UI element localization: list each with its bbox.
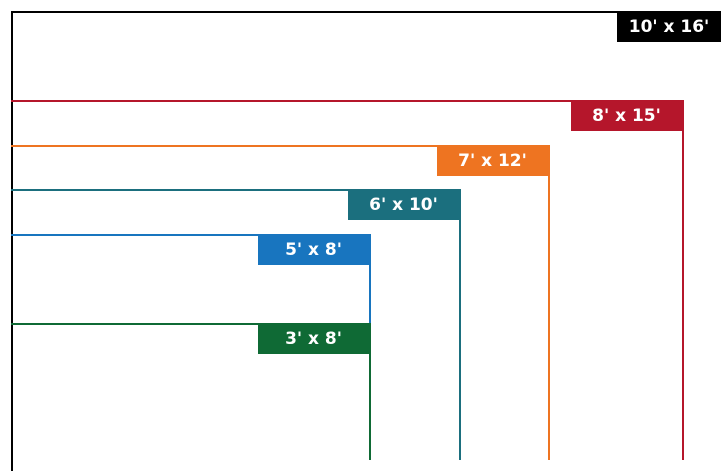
unit-label-6x10: 6' x 10' [348, 191, 459, 220]
unit-outline-3x8 [11, 323, 371, 460]
unit-size-diagram: 10' x 16' 8' x 15' 7' x 12' 6' x 10' 5' … [11, 11, 721, 471]
unit-outline-7x12 [11, 145, 550, 460]
unit-label-3x8: 3' x 8' [258, 325, 369, 354]
unit-label-5x8: 5' x 8' [258, 236, 369, 265]
unit-outline-6x10 [11, 189, 461, 460]
unit-outline-10x16 [11, 11, 721, 471]
unit-label-10x16: 10' x 16' [617, 13, 721, 42]
unit-outline-8x15 [11, 100, 684, 460]
unit-label-8x15: 8' x 15' [571, 102, 682, 131]
unit-label-7x12: 7' x 12' [437, 147, 548, 176]
